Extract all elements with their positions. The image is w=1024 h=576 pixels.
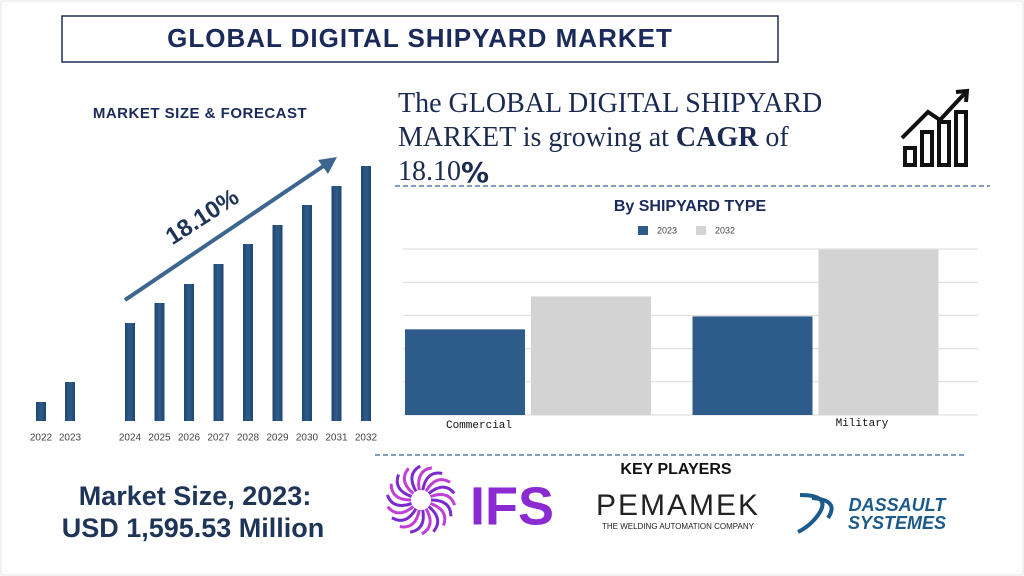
- growth-icon: [900, 88, 970, 167]
- swirl-ray: [410, 464, 422, 493]
- swirl-ray: [421, 471, 443, 491]
- growth-arrow: [123, 163, 327, 302]
- x-tick-label: Military: [836, 418, 889, 430]
- swirl-ray: [395, 473, 413, 498]
- swirl-ray: [427, 485, 456, 495]
- x-tick-label: 2030: [296, 433, 319, 444]
- logo-ifs: IFS: [470, 476, 554, 536]
- bar: [65, 382, 75, 421]
- bar: [302, 205, 312, 421]
- x-tick-label: Commercial: [446, 420, 512, 432]
- legend-label: 2023: [657, 225, 677, 235]
- bar: [405, 329, 525, 415]
- bar: [125, 323, 135, 421]
- header-title: GLOBAL DIGITAL SHIPYARD MARKET: [167, 23, 673, 53]
- swirl-ray: [385, 494, 413, 507]
- bar: [184, 284, 194, 421]
- swirl-ray: [429, 493, 457, 506]
- logo-dassault: SYSTEMES: [848, 513, 946, 533]
- bar: [331, 186, 342, 421]
- legend-swatch: [638, 226, 648, 235]
- bar: [243, 244, 253, 421]
- bar: [818, 249, 939, 415]
- x-tick-label: 2029: [266, 433, 289, 444]
- x-tick-label: 2031: [325, 433, 348, 444]
- market-size-value: USD 1,595.53 Million: [62, 513, 325, 543]
- logo-pemamek: PEMAMEK: [596, 489, 760, 522]
- bar: [272, 225, 283, 421]
- swirl-ray: [391, 507, 418, 522]
- x-tick-label: 2027: [207, 433, 230, 444]
- swirl-ray: [399, 509, 421, 529]
- headline-part: of: [765, 122, 789, 153]
- bar: [36, 402, 46, 421]
- swirl-ray: [424, 478, 451, 493]
- swirl-ray: [420, 507, 432, 536]
- x-tick-label: 2025: [148, 433, 171, 444]
- header-box: [61, 15, 779, 63]
- bar: [531, 296, 651, 415]
- bar: [692, 316, 813, 415]
- swirl-ray: [386, 505, 415, 515]
- x-tick-label: 2022: [30, 433, 53, 444]
- dassault-logo-mark: [797, 493, 834, 534]
- swirl-ray: [389, 483, 412, 502]
- swirl-ray: [430, 498, 453, 517]
- x-tick-label: 2026: [178, 433, 201, 444]
- swirl-ray: [402, 467, 415, 495]
- legend-label: 2032: [715, 225, 735, 235]
- swirl-ray: [429, 502, 447, 527]
- x-tick-label: 2024: [119, 433, 142, 444]
- headline-part: [758, 122, 765, 153]
- x-tick-label: 2023: [59, 433, 82, 444]
- swirl-ray: [409, 509, 425, 534]
- ifs-logo-mark: [385, 464, 457, 536]
- headline-part: 18.10%: [398, 156, 489, 189]
- headline-part: MARKET is growing at: [398, 122, 676, 153]
- headline-part: CAGR: [676, 122, 759, 153]
- chart-title: MARKET SIZE & FORECAST: [93, 105, 307, 122]
- market-size-label: Market Size, 2023:: [79, 481, 312, 511]
- x-tick-label: 2028: [237, 433, 260, 444]
- swirl-ray: [417, 466, 433, 491]
- bar: [361, 166, 371, 421]
- swirl-ray: [427, 505, 440, 533]
- legend-swatch: [696, 226, 706, 235]
- chart-title: By SHIPYARD TYPE: [614, 198, 767, 215]
- headline-part: The GLOBAL DIGITAL SHIPYARD: [398, 88, 822, 119]
- x-tick-label: 2032: [355, 433, 378, 444]
- arrow-head: [318, 157, 337, 174]
- logo-tagline: THE WELDING AUTOMATION COMPANY: [602, 522, 755, 531]
- key-players-title: KEY PLAYERS: [620, 461, 731, 478]
- bar: [213, 264, 224, 421]
- logo-dassault: DASSAULT: [849, 495, 948, 515]
- headline-line: The GLOBAL DIGITAL SHIPYARD MARKET is gro…: [398, 88, 822, 189]
- bar: [154, 303, 165, 421]
